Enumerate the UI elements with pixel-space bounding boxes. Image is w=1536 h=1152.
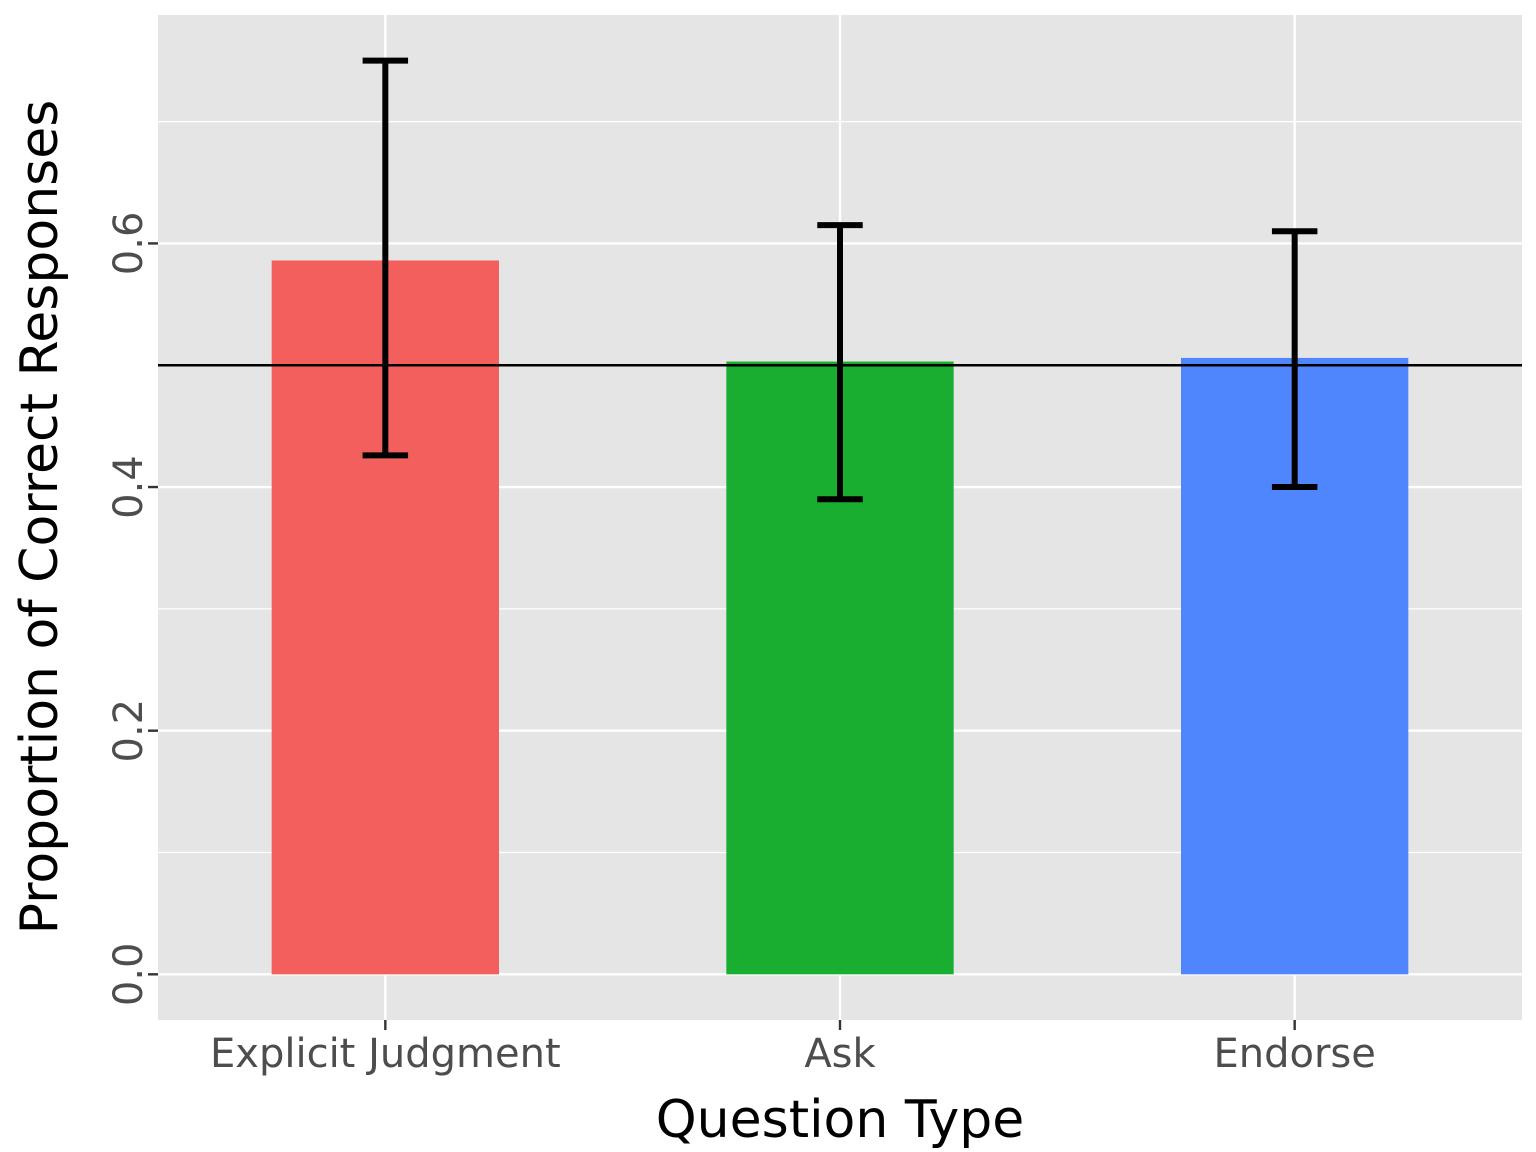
- error-bar: [817, 222, 863, 503]
- x-tick-label: Ask: [804, 1031, 876, 1077]
- y-axis-ticks: 0.0 0.2 0.4 0.6: [106, 212, 158, 1007]
- y-tick-label: 0.2: [106, 699, 152, 763]
- y-tick-label: 0.6: [106, 212, 152, 276]
- x-tick-label: Explicit Judgment: [210, 1031, 561, 1077]
- x-axis-title: Question Type: [656, 1090, 1025, 1150]
- y-tick-label: 0.4: [106, 455, 152, 519]
- error-bar: [1271, 228, 1318, 491]
- y-tick-label: 0.0: [106, 943, 152, 1007]
- x-tick-label: Endorse: [1213, 1031, 1375, 1077]
- x-axis-ticks: Explicit Judgment Ask Endorse: [210, 1020, 1376, 1077]
- error-bar: [362, 57, 409, 459]
- error-bars: [362, 57, 1318, 503]
- y-axis-title: Proportion of Correct Responses: [10, 100, 70, 935]
